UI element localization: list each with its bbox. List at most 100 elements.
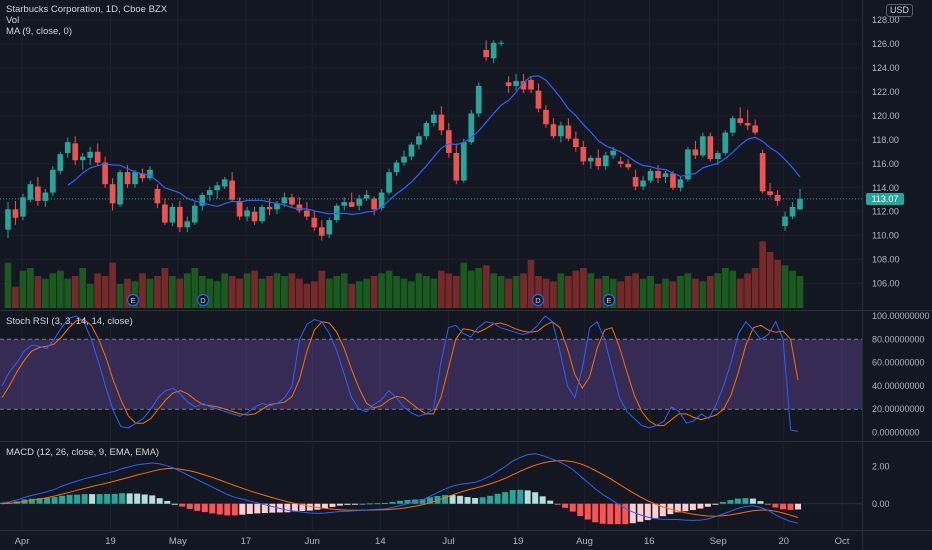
volume-bar (796, 276, 804, 308)
volume-bar (71, 276, 79, 308)
volume-bar (415, 273, 423, 308)
candle-body (139, 173, 146, 179)
volume-bar (430, 278, 438, 308)
volume-bar (490, 273, 498, 308)
volume-bar (482, 265, 490, 308)
volume-bar (460, 262, 468, 308)
time-tick-label: 16 (644, 536, 655, 547)
candle-body (304, 210, 310, 217)
volume-bar (34, 276, 42, 308)
candle-body (27, 184, 34, 200)
candle-body (498, 42, 504, 44)
macd-histogram-bar (51, 497, 58, 504)
candle-body (460, 142, 467, 181)
volume-bar (662, 278, 669, 308)
macd-histogram-bar (554, 503, 561, 505)
currency-badge[interactable]: USD (886, 4, 914, 17)
macd-histogram-bar (622, 503, 629, 525)
candle-body (595, 157, 602, 167)
volume-bar (781, 265, 789, 308)
volume-bar (348, 284, 356, 308)
volume-bar (557, 273, 565, 308)
price-tick-label: 126.00 (872, 39, 900, 49)
price-tick-label: 106.00 (872, 279, 900, 289)
macd-histogram-bar (171, 503, 178, 505)
candle-body (774, 194, 781, 201)
candle-body (550, 124, 557, 137)
macd-histogram-bar (487, 495, 494, 504)
volume-bar (385, 270, 393, 308)
candle-body (341, 202, 348, 206)
stoch-tick-label: 20.00000000 (872, 404, 925, 414)
stoch-legend[interactable]: Stoch RSI (3, 3, 14, 14, close) (6, 316, 133, 327)
volume-bar (183, 273, 191, 308)
macd-histogram-bar (539, 496, 546, 504)
volume-bar (228, 276, 236, 308)
macd-histogram-bar (111, 493, 118, 504)
symbol-title[interactable]: Starbucks Corporation, 1D, Cboe BZX (6, 4, 168, 15)
macd-histogram-bar (442, 495, 449, 504)
volume-bar (12, 286, 19, 308)
candle-body (610, 150, 617, 156)
candle-body (42, 192, 49, 201)
macd-legend-label: MACD (12, 26, close, 9, EMA, EMA) (6, 447, 160, 458)
candle-body (87, 151, 94, 158)
time-tick-label: Sep (710, 536, 727, 547)
main-legend: Starbucks Corporation, 1D, Cboe BZX Vol … (6, 4, 167, 37)
volume-bar (527, 260, 535, 308)
candle-body (587, 157, 594, 162)
volume-bar (759, 241, 767, 308)
candle-body (251, 211, 258, 222)
macd-histogram-bar (344, 503, 351, 505)
stoch-band (0, 339, 862, 410)
candle-body (565, 125, 572, 139)
candle-body (236, 200, 243, 217)
macd-histogram-bar (126, 493, 133, 504)
volume-bar (692, 278, 699, 308)
macd-histogram-bar (404, 500, 411, 504)
macd-histogram-bar (772, 503, 779, 508)
candle-body (737, 118, 744, 124)
volume-bar (445, 273, 453, 308)
macd-histogram-bar (269, 503, 276, 513)
macd-histogram-bar (479, 497, 486, 504)
volume-bar (579, 268, 587, 308)
volume-bar (94, 273, 102, 308)
volume-bar (191, 268, 199, 308)
volume-bar (714, 273, 722, 308)
volume-bar (617, 281, 625, 308)
candle-body (162, 204, 168, 223)
macd-histogram-bar (592, 503, 599, 523)
macd-histogram-bar (419, 499, 426, 504)
price-tick-label: 122.00 (872, 87, 900, 97)
candle-body (102, 162, 108, 185)
candle-body (154, 188, 161, 204)
volume-bar (251, 270, 258, 308)
candle-body (752, 125, 759, 133)
volume-bar (41, 278, 49, 308)
volume-bar (236, 278, 243, 308)
candle-body (229, 180, 235, 200)
macd-histogram-bar (396, 500, 404, 504)
candle-body (274, 203, 280, 210)
candle-body (408, 144, 415, 157)
macd-histogram-bar (381, 503, 388, 505)
ma-legend[interactable]: MA (9, close, 0) (6, 26, 72, 37)
macd-histogram-bar (524, 490, 531, 504)
volume-bar (206, 278, 214, 308)
volume-bar (677, 276, 684, 308)
volume-bar (729, 270, 737, 308)
time-tick-label: Oct (835, 536, 850, 547)
macd-legend[interactable]: MACD (12, 26, close, 9, EMA, EMA) (6, 447, 159, 458)
macd-histogram-bar (449, 495, 456, 504)
candle-body (206, 190, 213, 195)
volume-legend[interactable]: Vol (6, 15, 20, 26)
macd-histogram-bar (141, 494, 148, 504)
macd-histogram-bar (457, 495, 464, 504)
macd-histogram-bar (104, 493, 111, 504)
macd-line (1, 453, 799, 524)
volume-bar (198, 276, 206, 308)
volume-bar (266, 276, 273, 308)
event-marker (126, 293, 140, 307)
